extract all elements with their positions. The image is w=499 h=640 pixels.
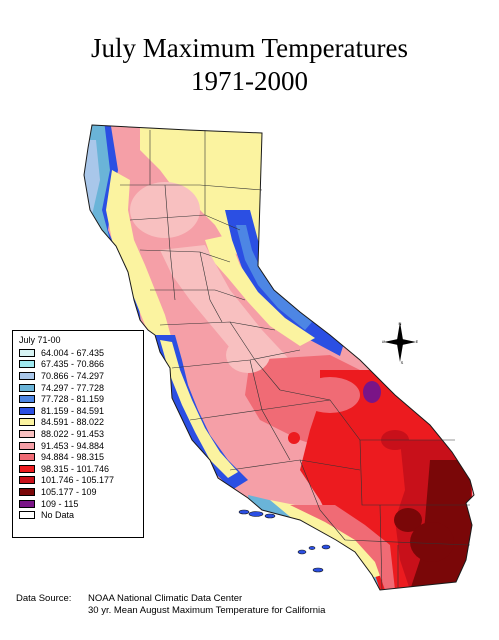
legend-title: July 71-00 [19, 335, 61, 345]
legend-item: 101.746 - 105.177 [19, 475, 143, 487]
legend-swatch [19, 429, 35, 438]
california-outline [83, 124, 475, 591]
legend-swatch [19, 487, 35, 496]
legend-swatch [19, 453, 35, 462]
legend-items: 64.004 - 67.435 67.435 - 70.866 70.866 - 7… [19, 347, 143, 521]
legend-label: 67.435 - 70.866 [41, 359, 105, 370]
legend-swatch [19, 360, 35, 369]
compass-north-label: N [399, 321, 402, 326]
legend-label: 98.315 - 101.746 [41, 463, 110, 474]
legend-label: 77.728 - 81.159 [41, 394, 105, 405]
legend-item: 67.435 - 70.866 [19, 359, 143, 371]
legend-swatch [19, 511, 35, 520]
data-source-label: Data Source: [16, 593, 72, 604]
legend-item: 105.177 - 109 [19, 486, 143, 498]
legend-label: 109 - 115 [41, 498, 79, 509]
legend-label: 74.297 - 77.728 [41, 382, 105, 393]
legend-item: 88.022 - 91.453 [19, 428, 143, 440]
legend-label: 81.159 - 84.591 [41, 405, 105, 416]
map-title: July Maximum Temperatures [90, 33, 409, 63]
legend-label: No Data [41, 510, 75, 521]
legend-swatch [19, 418, 35, 427]
map-subtitle-years: 1971-2000 [191, 66, 308, 96]
legend-item: 98.315 - 101.746 [19, 463, 143, 475]
compass-east-label: E [416, 339, 418, 344]
county-boundaries [120, 130, 471, 591]
legend-item: 77.728 - 81.159 [19, 393, 143, 405]
legend-swatch [19, 371, 35, 380]
data-source-note: Data Source: NOAA National Climatic Data… [16, 593, 325, 617]
legend-swatch [19, 406, 35, 415]
legend-label: 105.177 - 109 [41, 486, 97, 497]
data-source-line-2: 30 yr. Mean August Maximum Temperature f… [88, 605, 326, 616]
legend-item: 109 - 115 [19, 498, 143, 510]
legend-label: 64.004 - 67.435 [41, 347, 105, 358]
legend-item: 74.297 - 77.728 [19, 382, 143, 394]
north-arrow-compass: N S E W [382, 321, 418, 364]
map-legend: July 71-00 64.004 - 67.435 67.435 - 70.86… [12, 330, 144, 538]
legend-label: 101.746 - 105.177 [41, 475, 115, 486]
legend-item: 91.453 - 94.884 [19, 440, 143, 452]
legend-swatch [19, 476, 35, 485]
legend-swatch [19, 395, 35, 404]
legend-item: 64.004 - 67.435 [19, 347, 143, 359]
legend-label: 70.866 - 74.297 [41, 370, 105, 381]
legend-item: 94.884 - 98.315 [19, 451, 143, 463]
legend-label: 84.591 - 88.022 [41, 417, 105, 428]
legend-swatch [19, 441, 35, 450]
legend-label: 91.453 - 94.884 [41, 440, 105, 451]
legend-item: 84.591 - 88.022 [19, 417, 143, 429]
legend-swatch [19, 383, 35, 392]
legend-label: 88.022 - 91.453 [41, 428, 105, 439]
legend-item: 70.866 - 74.297 [19, 370, 143, 382]
legend-item: 81.159 - 84.591 [19, 405, 143, 417]
legend-swatch [19, 499, 35, 508]
compass-south-label: S [401, 360, 404, 364]
legend-label: 94.884 - 98.315 [41, 452, 105, 463]
legend-item: No Data [19, 509, 143, 521]
legend-swatch [19, 464, 35, 473]
channel-islands [238, 509, 331, 573]
data-source-line-1: NOAA National Climatic Data Center [88, 593, 243, 604]
compass-west-label: W [382, 339, 385, 344]
legend-swatch [19, 348, 35, 357]
